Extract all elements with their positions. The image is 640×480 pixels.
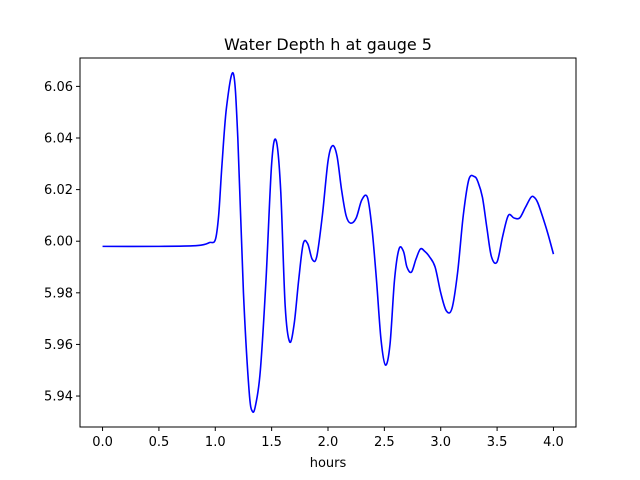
y-tick-label: 6.06 (44, 80, 73, 95)
y-tick-label: 6.04 (44, 131, 73, 146)
y-tick-label: 5.94 (44, 390, 73, 405)
y-tick-label: 5.96 (44, 338, 73, 353)
x-tick-label: 2.0 (318, 435, 339, 450)
chart-title: Water Depth h at gauge 5 (224, 35, 432, 54)
x-tick-label: 4.0 (543, 435, 564, 450)
y-axis: 5.94 5.96 5.98 6.00 6.02 6.04 6.06 (44, 80, 80, 405)
x-tick-label: 1.5 (261, 435, 282, 450)
x-tick-label: 3.5 (487, 435, 508, 450)
x-tick-label: 1.0 (205, 435, 226, 450)
series-line-0 (102, 72, 555, 413)
x-axis-label: hours (310, 456, 347, 471)
x-tick-label: 2.5 (374, 435, 395, 450)
x-tick-label: 0.0 (92, 435, 113, 450)
y-tick-label: 5.98 (44, 286, 73, 301)
x-tick-label: 3.0 (430, 435, 451, 450)
x-tick-label: 0.5 (149, 435, 170, 450)
x-axis: 0.0 0.5 1.0 1.5 2.0 2.5 3.0 3.5 4.0 (92, 427, 564, 450)
y-tick-label: 6.00 (44, 235, 73, 250)
y-tick-label: 6.02 (44, 183, 73, 198)
series-layer (102, 72, 555, 413)
